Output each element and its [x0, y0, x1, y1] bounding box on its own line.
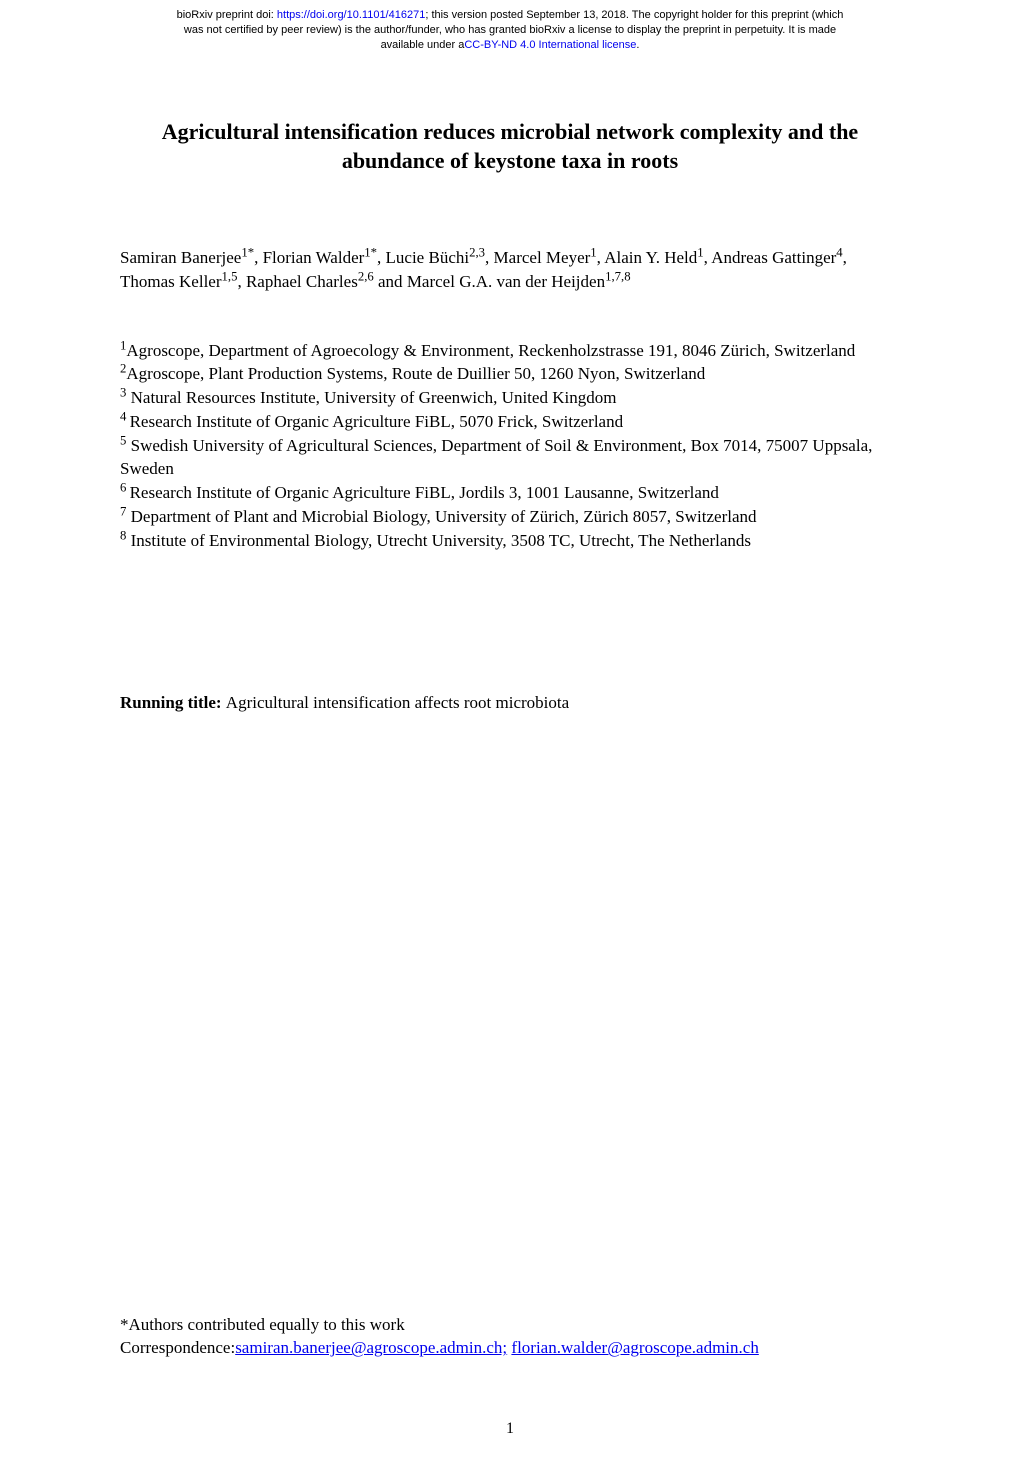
affiliation-sup: 6	[120, 481, 130, 495]
author-name: Marcel G.A. van der Heijden	[407, 272, 605, 291]
preprint-line3-prefix: available under a	[381, 39, 465, 51]
author-sep: ,	[254, 248, 263, 267]
correspondence-label: Correspondence:	[120, 1338, 235, 1357]
affiliation-text: Natural Resources Institute, University …	[126, 388, 616, 407]
preprint-line1-prefix: bioRxiv preprint doi:	[177, 9, 277, 21]
author-name: Florian Walder	[263, 248, 365, 267]
author-sep: and	[374, 272, 407, 291]
author-name: Alain Y. Held	[604, 248, 697, 267]
affiliation-text: Swedish University of Agricultural Scien…	[120, 436, 872, 479]
affiliation: 7 Department of Plant and Microbial Biol…	[120, 505, 900, 529]
affiliation-text: Agroscope, Department of Agroecology & E…	[126, 341, 855, 360]
author-name: Raphael Charles	[246, 272, 358, 291]
affiliation: 6 Research Institute of Organic Agricult…	[120, 481, 900, 505]
doi-link[interactable]: https://doi.org/10.1101/416271	[277, 9, 425, 21]
correspondence-line: Correspondence:samiran.banerjee@agroscop…	[120, 1336, 900, 1360]
author-sep: ,	[377, 248, 386, 267]
preprint-line1-suffix: ; this version posted September 13, 2018…	[425, 9, 843, 21]
author-sep: ,	[237, 272, 246, 291]
affiliation-text: Agroscope, Plant Production Systems, Rou…	[126, 364, 705, 383]
affiliations-block: 1Agroscope, Department of Agroecology & …	[120, 339, 900, 553]
running-title-text: Agricultural intensification affects roo…	[226, 693, 569, 712]
author-sep: ,	[485, 248, 494, 267]
affiliation: 2Agroscope, Plant Production Systems, Ro…	[120, 362, 900, 386]
page-number: 1	[0, 1400, 1020, 1468]
footer-notes: *Authors contributed equally to this wor…	[120, 1313, 900, 1361]
equal-contribution-note: *Authors contributed equally to this wor…	[120, 1313, 900, 1337]
author-sup: 1*	[364, 245, 377, 259]
affiliation: 5 Swedish University of Agricultural Sci…	[120, 434, 900, 482]
authors-block: Samiran Banerjee1*, Florian Walder1*, Lu…	[120, 246, 900, 294]
author-sup: 2,6	[358, 269, 374, 283]
correspondence-email-link[interactable]: samiran.banerjee@agroscope.admin.ch;	[235, 1338, 507, 1357]
affiliation-text: Department of Plant and Microbial Biolog…	[126, 507, 756, 526]
preprint-header: bioRxiv preprint doi: https://doi.org/10…	[0, 0, 1020, 57]
affiliation-text: Institute of Environmental Biology, Utre…	[126, 531, 751, 550]
author-name: Samiran Banerjee	[120, 248, 241, 267]
author-sup: 1,7,8	[605, 269, 631, 283]
author-sep: ,	[843, 248, 847, 267]
correspondence-email-link[interactable]: florian.walder@agroscope.admin.ch	[511, 1338, 758, 1357]
preprint-line3-suffix: .	[636, 39, 639, 51]
license-link[interactable]: CC-BY-ND 4.0 International license	[464, 39, 636, 51]
affiliation: 4 Research Institute of Organic Agricult…	[120, 410, 900, 434]
author-sup: 1,5	[222, 269, 238, 283]
running-title: Running title: Agricultural intensificat…	[120, 693, 900, 713]
page-content: Agricultural intensification reduces mic…	[0, 57, 1020, 1401]
author-sup: 1*	[241, 245, 254, 259]
affiliation-sup: 4	[120, 409, 130, 423]
author-name: Lucie Büchi	[386, 248, 470, 267]
article-title: Agricultural intensification reduces mic…	[120, 117, 900, 176]
author-sup: 2,3	[469, 245, 485, 259]
affiliation: 8 Institute of Environmental Biology, Ut…	[120, 529, 900, 553]
author-name: Andreas Gattinger	[711, 248, 836, 267]
affiliation-text: Research Institute of Organic Agricultur…	[130, 483, 719, 502]
running-title-label: Running title:	[120, 693, 226, 712]
affiliation-text: Research Institute of Organic Agricultur…	[130, 412, 624, 431]
affiliation: 3 Natural Resources Institute, Universit…	[120, 386, 900, 410]
author-name: Thomas Keller	[120, 272, 222, 291]
preprint-line2: was not certified by peer review) is the…	[184, 24, 836, 36]
author-name: Marcel Meyer	[494, 248, 591, 267]
affiliation: 1Agroscope, Department of Agroecology & …	[120, 339, 900, 363]
